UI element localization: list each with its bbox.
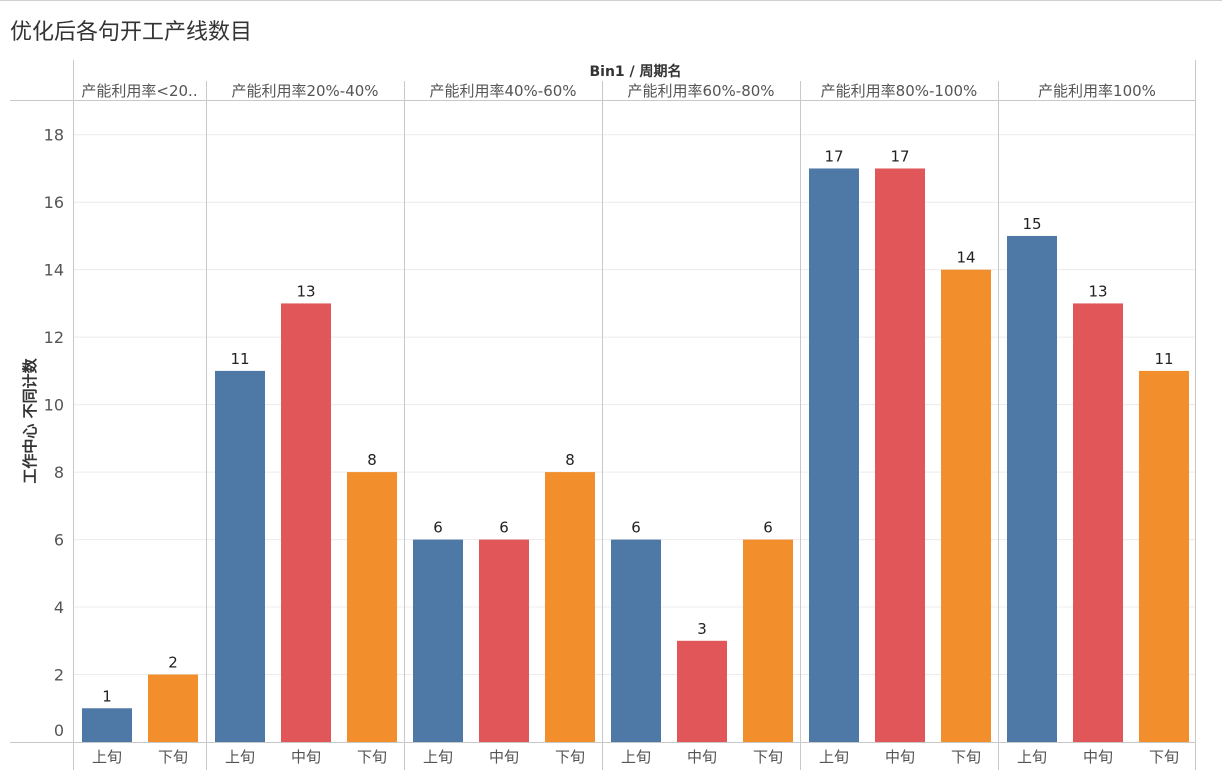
bar-value-label: 1 — [102, 687, 112, 705]
x-tick-label: 中旬 — [291, 748, 321, 766]
x-tick-label: 上旬 — [621, 748, 651, 766]
bar-value-label: 6 — [499, 519, 509, 537]
x-tick-label: 下旬 — [753, 748, 783, 766]
panel-label: 产能利用率<20.. — [81, 82, 197, 100]
bar — [479, 539, 529, 742]
y-tick-label: 2 — [54, 666, 64, 685]
bar-value-label: 3 — [697, 620, 707, 638]
x-tick-label: 上旬 — [819, 748, 849, 766]
x-tick-label: 中旬 — [489, 748, 519, 766]
bar-value-label: 8 — [367, 451, 377, 469]
bar — [611, 539, 661, 742]
x-tick-label: 下旬 — [951, 748, 981, 766]
y-axis-title: 工作中心 不同计数 — [21, 357, 39, 483]
x-tick-label: 中旬 — [1083, 748, 1113, 766]
y-tick-label: 18 — [44, 126, 64, 145]
x-tick-label: 下旬 — [1149, 748, 1179, 766]
bar-value-label: 2 — [168, 654, 178, 672]
panel-label: 产能利用率100% — [1038, 82, 1156, 100]
bar — [82, 708, 132, 742]
bar-value-label: 8 — [565, 451, 575, 469]
page-title: 优化后各句开工产线数目 — [10, 20, 253, 45]
panel-label: 产能利用率20%-40% — [231, 82, 378, 100]
bar — [281, 303, 331, 742]
bar — [347, 472, 397, 742]
bar-value-label: 11 — [1154, 350, 1173, 368]
bar-value-label: 11 — [230, 350, 249, 368]
bar-value-label: 13 — [296, 282, 315, 300]
x-tick-label: 下旬 — [357, 748, 387, 766]
x-tick-label: 中旬 — [885, 748, 915, 766]
bar-value-label: 14 — [956, 249, 975, 267]
bar — [148, 674, 198, 742]
bar — [1073, 303, 1123, 742]
top-border — [0, 0, 1222, 1]
bar-value-label: 17 — [890, 147, 909, 165]
y-tick-label: 8 — [54, 463, 64, 482]
y-tick-label: 6 — [54, 531, 64, 550]
bar — [677, 640, 727, 742]
bar — [545, 472, 595, 742]
bar-value-label: 15 — [1022, 215, 1041, 233]
panel-label: 产能利用率80%-100% — [821, 82, 978, 100]
bar-value-label: 13 — [1088, 282, 1107, 300]
bar — [215, 370, 265, 742]
panel-label: 产能利用率60%-80% — [627, 82, 774, 100]
header-title: Bin1 / 周期名 — [589, 63, 681, 80]
bar — [941, 269, 991, 742]
y-tick-label: 16 — [44, 193, 64, 212]
bar-value-label: 17 — [824, 147, 843, 165]
x-tick-label: 下旬 — [158, 748, 188, 766]
x-tick-label: 中旬 — [687, 748, 717, 766]
bar — [743, 539, 793, 742]
x-tick-label: 上旬 — [225, 748, 255, 766]
x-tick-label: 上旬 — [1017, 748, 1047, 766]
y-tick-label: 10 — [44, 396, 64, 415]
bar-value-label: 6 — [433, 519, 443, 537]
bar — [1007, 235, 1057, 742]
bar — [413, 539, 463, 742]
panel-label: 产能利用率40%-60% — [429, 82, 576, 100]
x-tick-label: 下旬 — [555, 748, 585, 766]
y-tick-label: 12 — [44, 328, 64, 347]
bar-value-label: 6 — [763, 519, 773, 537]
bar — [875, 168, 925, 742]
y-tick-label: 4 — [54, 598, 64, 617]
y-tick-label: 0 — [54, 721, 64, 740]
x-tick-label: 上旬 — [92, 748, 122, 766]
bar — [1139, 370, 1189, 742]
x-tick-label: 上旬 — [423, 748, 453, 766]
bar — [809, 168, 859, 742]
y-tick-label: 14 — [44, 261, 64, 280]
bar-value-label: 6 — [631, 519, 641, 537]
